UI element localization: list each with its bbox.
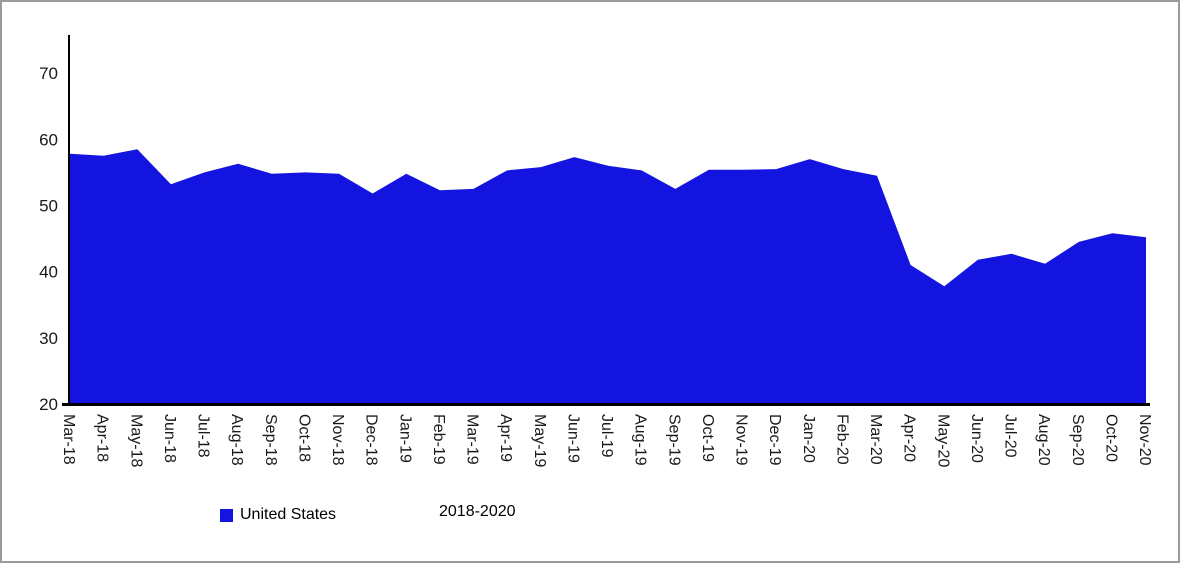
x-tick-label: Sep-19 [665,414,682,466]
y-tick-label: 60 [39,130,58,149]
x-tick-label: Aug-19 [632,414,649,466]
x-tick-label: Jul-19 [598,414,615,458]
y-tick-label: 30 [39,329,58,348]
x-tick-label: Apr-19 [497,414,514,462]
x-tick-label: May-20 [934,414,951,467]
chart-footer: United States 2018-2020 [2,500,1178,532]
y-tick-label: 70 [39,64,58,83]
x-tick-label: Apr-18 [94,414,111,462]
x-tick-label: Oct-20 [1102,414,1119,462]
x-tick-label: Mar-19 [464,414,481,465]
x-tick-label: Oct-18 [295,414,312,462]
x-tick-label: Nov-19 [733,414,750,466]
x-tick-label: Nov-20 [1136,414,1153,466]
x-tick-label: Jun-19 [564,414,581,463]
area-chart: 20 30 40 50 60 70 Mar-18 Apr-18 May-18 Jun-18 Jul-… [39,35,1153,467]
x-tick-label: May-19 [531,414,548,467]
x-tick-label: Feb-20 [833,414,850,465]
y-tick-label: 50 [39,197,58,216]
legend-label-united-states: United States [240,506,337,523]
x-tick-label: Apr-20 [901,414,918,462]
x-tick-label: Aug-18 [228,414,245,466]
x-tick-label: Dec-18 [363,414,380,466]
x-tick-label: Nov-18 [329,414,346,466]
x-tick-label: Dec-19 [766,414,783,466]
legend-swatch-united-states [220,508,233,522]
x-tick-label: Jun-18 [161,414,178,463]
x-tick-label: Jan-19 [396,414,413,463]
x-tick-label: Jul-20 [1002,414,1019,458]
y-tick-label: 20 [39,395,58,414]
x-tick-label: Feb-19 [430,414,447,465]
x-tick-label: Mar-20 [867,414,884,465]
x-tick-label: Sep-20 [1069,414,1086,466]
area-series-united-states [70,149,1146,404]
x-tick-label: Jan-20 [800,414,817,463]
x-tick-label: Aug-20 [1035,414,1052,466]
x-tick-label: Oct-19 [699,414,716,462]
x-tick-label: Jun-20 [968,414,985,463]
y-tick-label: 40 [39,263,58,282]
x-tick-label: Sep-18 [262,414,279,466]
legend: United States [220,506,336,524]
x-tick-label: Mar-18 [60,414,77,465]
x-axis-title: 2018-2020 [439,503,516,520]
x-tick-label: Jul-18 [195,414,212,458]
x-tick-label: May-18 [127,414,144,467]
